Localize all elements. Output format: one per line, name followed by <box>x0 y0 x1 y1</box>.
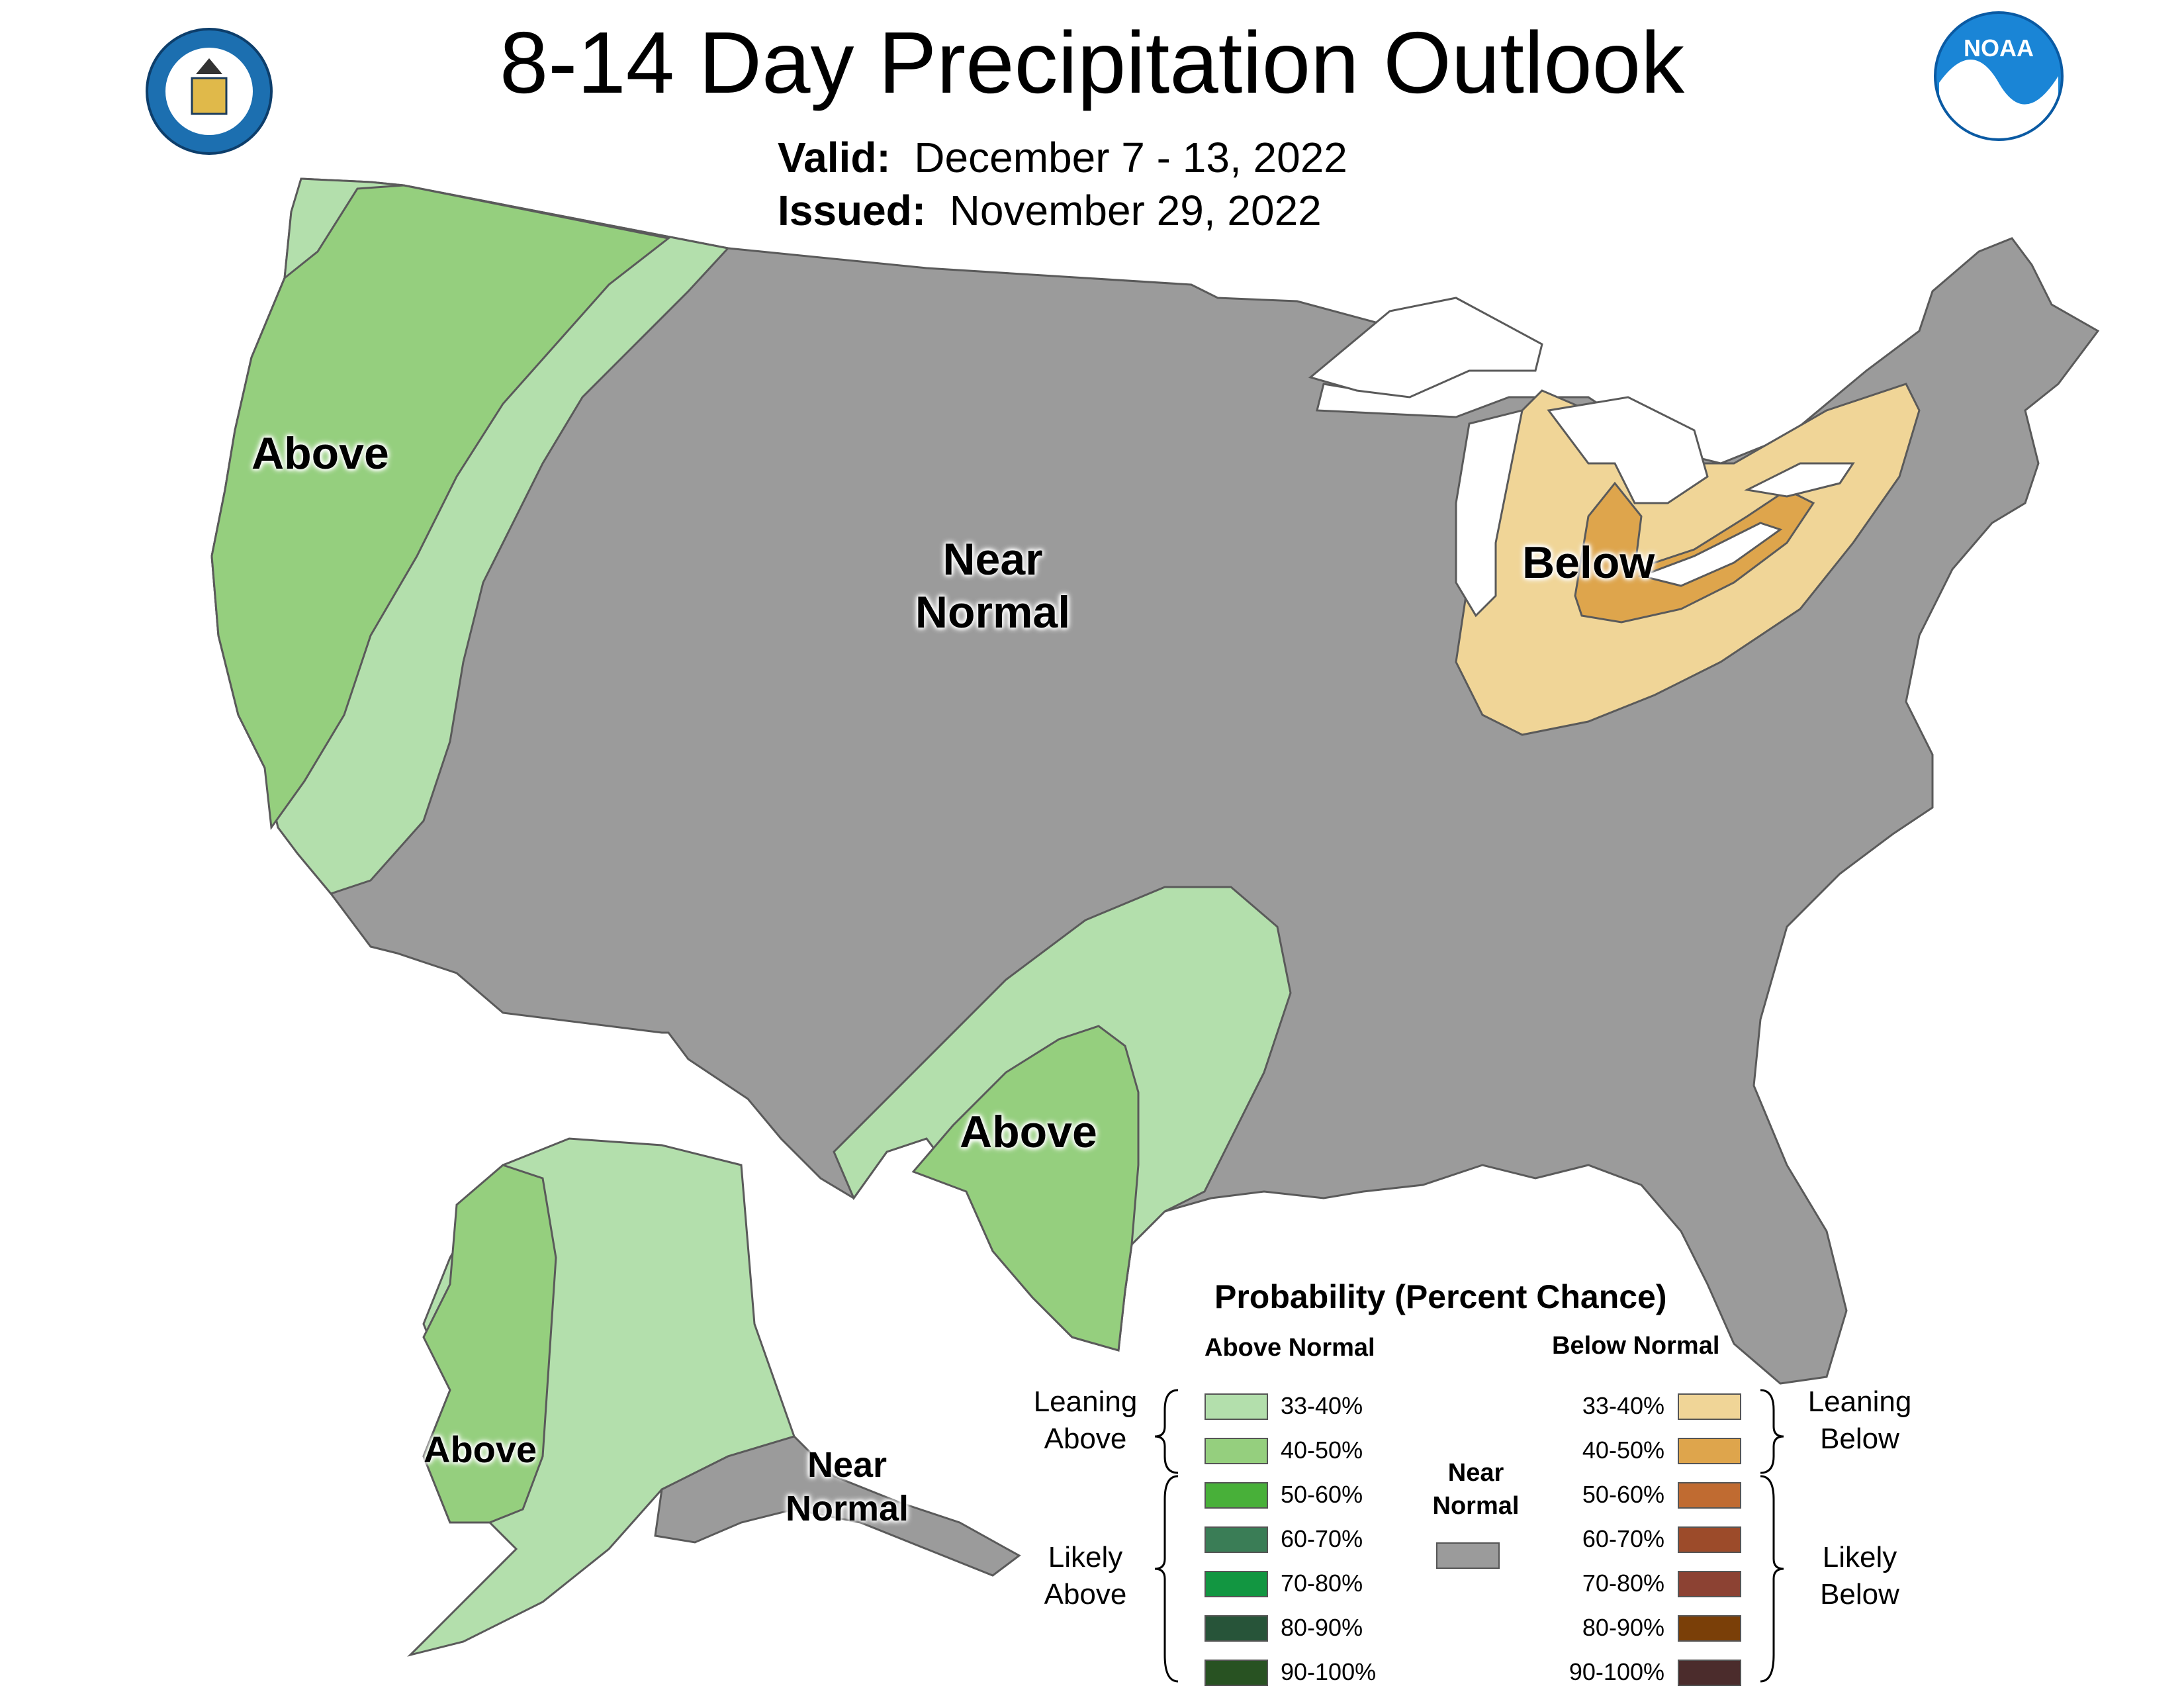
lake-ontario <box>1744 462 1855 498</box>
label-texas-above: Above <box>960 1107 1097 1157</box>
legend-above-label-0: 33-40% <box>1281 1392 1363 1419</box>
legend-below-swatch-0 <box>1678 1393 1741 1420</box>
alaska-above-area <box>422 1164 557 1524</box>
label-greatlakes-below: Below <box>1522 538 1655 588</box>
legend-above-swatch-2 <box>1205 1482 1268 1509</box>
legend-above-label-5: 80-90% <box>1281 1614 1363 1641</box>
legend-below-swatch-6 <box>1678 1660 1741 1686</box>
legend-likely-below: Likely Below <box>1820 1541 1899 1611</box>
legend-near-normal-swatch <box>1436 1542 1500 1569</box>
legend-below-header: Below Normal <box>1552 1332 1720 1360</box>
label-alaska-above: Above <box>424 1429 537 1470</box>
legend-below-swatch-3 <box>1678 1526 1741 1553</box>
valid-row: Valid: December 7 - 13, 2022 <box>778 132 1347 183</box>
legend-below-label-3: 60-70% <box>1582 1525 1664 1552</box>
page-title: 8-14 Day Precipitation Outlook <box>499 14 1685 111</box>
legend-below-label-2: 50-60% <box>1582 1481 1664 1508</box>
lake-michigan <box>1455 408 1524 618</box>
label-central-near-normal: Near Normal <box>915 534 1071 637</box>
legend-below-swatch-2 <box>1678 1482 1741 1509</box>
lake-superior <box>1308 297 1543 399</box>
lake-huron <box>1547 396 1709 504</box>
svg-text:NOAA: NOAA <box>1964 34 2034 62</box>
legend-above-swatch-5 <box>1205 1615 1268 1642</box>
legend-title: Probability (Percent Chance) <box>1214 1278 1667 1315</box>
legend-above-label-3: 60-70% <box>1281 1525 1363 1552</box>
legend-below-label-4: 70-80% <box>1582 1570 1664 1597</box>
legend-below-label-1: 40-50% <box>1582 1436 1664 1464</box>
legend-above-swatch-3 <box>1205 1526 1268 1553</box>
alaska-southeast-near-normal-area <box>654 1435 1021 1577</box>
legend-likely-above: Likely Above <box>1044 1541 1127 1611</box>
texas-above-area <box>911 1025 1140 1352</box>
legend-above-label-4: 70-80% <box>1281 1570 1363 1597</box>
label-alaska-near-normal: Near Normal <box>785 1445 909 1528</box>
legend-below-label-6: 90-100% <box>1569 1658 1664 1685</box>
legend-above-swatch-6 <box>1205 1660 1268 1686</box>
west-above-area <box>210 184 671 831</box>
legend-leaning-above: Leaning Above <box>1033 1385 1138 1455</box>
legend-above-swatch-0 <box>1205 1393 1268 1420</box>
legend-above-label-2: 50-60% <box>1281 1481 1363 1508</box>
legend-below-swatch-5 <box>1678 1615 1741 1642</box>
legend-above-swatch-4 <box>1205 1571 1268 1597</box>
legend-below-label-0: 33-40% <box>1582 1392 1664 1419</box>
legend-above-header: Above Normal <box>1205 1334 1375 1362</box>
issued-row: Issued: November 29, 2022 <box>778 185 1322 236</box>
legend-below-swatch-4 <box>1678 1571 1741 1597</box>
label-west-above: Above <box>251 428 389 479</box>
department-of-commerce-logo <box>144 26 274 156</box>
lake-erie <box>1637 522 1783 587</box>
issued-value: November 29, 2022 <box>949 187 1322 234</box>
valid-value: December 7 - 13, 2022 <box>914 134 1347 181</box>
legend-leaning-below: Leaning Below <box>1807 1385 1912 1455</box>
valid-label: Valid: <box>778 134 891 181</box>
legend-below-label-5: 80-90% <box>1582 1614 1664 1641</box>
legend-above-label-1: 40-50% <box>1281 1436 1363 1464</box>
issued-label: Issued: <box>778 187 927 234</box>
legend-near-normal-label: Near Normal <box>1432 1459 1520 1520</box>
legend-above-label-6: 90-100% <box>1281 1658 1377 1685</box>
legend-above-swatch-1 <box>1205 1438 1268 1464</box>
legend-below-swatch-1 <box>1678 1438 1741 1464</box>
noaa-logo: NOAA <box>1933 10 2065 142</box>
